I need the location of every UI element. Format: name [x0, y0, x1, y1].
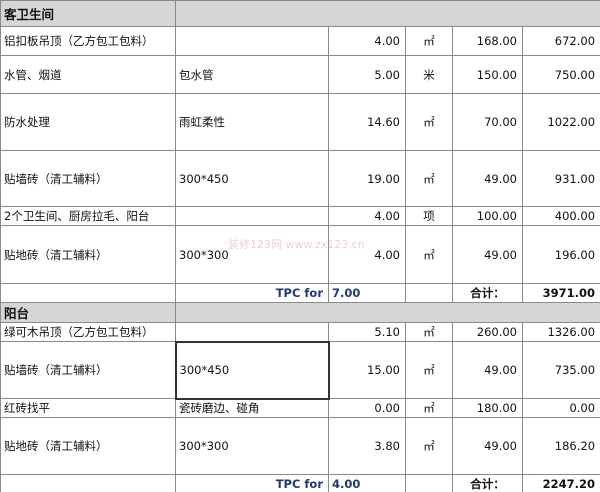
spec: 300*450: [174, 340, 330, 400]
sum: 3971.00: [521, 283, 600, 303]
spec: [175, 322, 329, 342]
unit: ㎡: [405, 26, 453, 56]
quantity: 19.00: [328, 150, 406, 207]
blank: [405, 283, 453, 303]
unit-price: 49.00: [452, 417, 523, 475]
unit-price: 168.00: [452, 26, 523, 56]
section-header: 阳台: [0, 302, 600, 323]
unit-price: 150.00: [452, 55, 523, 94]
unit: 米: [405, 55, 453, 94]
item-row: 2个卫生间、厨房拉毛、阳台 4.00 项 100.00 400.00: [0, 206, 600, 226]
amount: 1022.00: [521, 93, 600, 151]
unit-price: 49.00: [452, 150, 523, 207]
sum-label: 合计：: [452, 474, 523, 492]
spec: 瓷砖磨边、碰角: [175, 398, 329, 418]
sum: 2247.20: [521, 474, 600, 492]
tpc-label: TPC for: [175, 474, 329, 492]
spec: 300*300: [175, 417, 329, 475]
item: 贴地砖（清工辅料）: [0, 417, 176, 475]
item-row: 绿可木吊顶（乙方包工包料） 5.10 ㎡ 260.00 1326.00: [0, 322, 600, 342]
item: 贴地砖（清工辅料）: [0, 225, 176, 284]
item-row: 贴墙砖（清工辅料） 300*450 19.00 ㎡ 49.00 931.00: [0, 150, 600, 207]
item: 绿可木吊顶（乙方包工包料）: [0, 322, 176, 342]
spec: [175, 26, 329, 56]
section-title: 客卫生间: [0, 0, 176, 27]
amount: 931.00: [521, 150, 600, 207]
spec: 包水管: [175, 55, 329, 94]
spec: 300*450: [175, 150, 329, 207]
spec: [175, 206, 329, 226]
item: 红砖找平: [0, 398, 176, 418]
unit-price: 49.00: [452, 225, 523, 284]
amount: 196.00: [521, 225, 600, 284]
section-fill: [174, 0, 600, 27]
amount: 0.00: [521, 398, 600, 418]
unit: 项: [405, 206, 453, 226]
unit: ㎡: [405, 398, 453, 418]
unit-price: 260.00: [452, 322, 523, 342]
sum-label: 合计：: [452, 283, 523, 303]
quantity: 5.10: [328, 322, 406, 342]
unit: ㎡: [405, 322, 453, 342]
item: 贴墙砖（清工辅料）: [0, 150, 176, 207]
unit-price: 100.00: [452, 206, 523, 226]
amount: 672.00: [521, 26, 600, 56]
item-row: 贴墙砖（清工辅料） 300*450 15.00 ㎡ 49.00 735.00: [0, 340, 600, 400]
blank: [405, 474, 453, 492]
amount: 750.00: [521, 55, 600, 94]
unit-price: 180.00: [452, 398, 523, 418]
item-row: 红砖找平 瓷砖磨边、碰角 0.00 ㎡ 180.00 0.00: [0, 398, 600, 418]
spec: 300*300: [175, 225, 329, 284]
section-fill: [174, 302, 600, 323]
unit: ㎡: [405, 225, 453, 284]
unit: ㎡: [405, 150, 453, 207]
tpc-label: TPC for: [175, 283, 329, 303]
blank: [0, 283, 176, 303]
total-row: TPC for 4.00 合计： 2247.20: [0, 474, 600, 492]
total-row: TPC for 7.00 合计： 3971.00: [0, 283, 600, 303]
unit: ㎡: [405, 417, 453, 475]
quantity: 14.60: [328, 93, 406, 151]
watermark: 装修123网 www.zx123.cn: [228, 238, 365, 251]
section-header: 客卫生间: [0, 0, 600, 27]
item-row: 贴地砖（清工辅料） 300*300 4.00 ㎡ 49.00 196.00: [0, 225, 600, 284]
item-row: 铝扣板吊顶（乙方包工包料） 4.00 ㎡ 168.00 672.00: [0, 26, 600, 56]
quantity: 3.80: [328, 417, 406, 475]
item: 铝扣板吊顶（乙方包工包料）: [0, 26, 176, 56]
section-title: 阳台: [0, 302, 176, 323]
unit-price: 70.00: [452, 93, 523, 151]
item: 2个卫生间、厨房拉毛、阳台: [0, 206, 176, 226]
spec: 雨虹柔性: [175, 93, 329, 151]
quantity: 0.00: [328, 398, 406, 418]
amount: 735.00: [521, 341, 600, 399]
tpc-value: 7.00: [328, 283, 406, 303]
item-row: 防水处理 雨虹柔性 14.60 ㎡ 70.00 1022.00: [0, 93, 600, 151]
amount: 186.20: [521, 417, 600, 475]
unit-price: 49.00: [452, 341, 523, 399]
unit: ㎡: [405, 93, 453, 151]
item-row: 水管、烟道 包水管 5.00 米 150.00 750.00: [0, 55, 600, 94]
item-row: 贴地砖（清工辅料） 300*300 3.80 ㎡ 49.00 186.20: [0, 417, 600, 475]
tpc-value: 4.00: [328, 474, 406, 492]
quantity: 4.00: [328, 206, 406, 226]
quantity: 5.00: [328, 55, 406, 94]
quantity: 4.00: [328, 225, 406, 284]
quantity: 15.00: [328, 341, 406, 399]
quantity: 4.00: [328, 26, 406, 56]
amount: 1326.00: [521, 322, 600, 342]
item: 防水处理: [0, 93, 176, 151]
blank: [0, 474, 176, 492]
item: 贴墙砖（清工辅料）: [0, 341, 176, 399]
item: 水管、烟道: [0, 55, 176, 94]
amount: 400.00: [521, 206, 600, 226]
unit: ㎡: [405, 341, 453, 399]
